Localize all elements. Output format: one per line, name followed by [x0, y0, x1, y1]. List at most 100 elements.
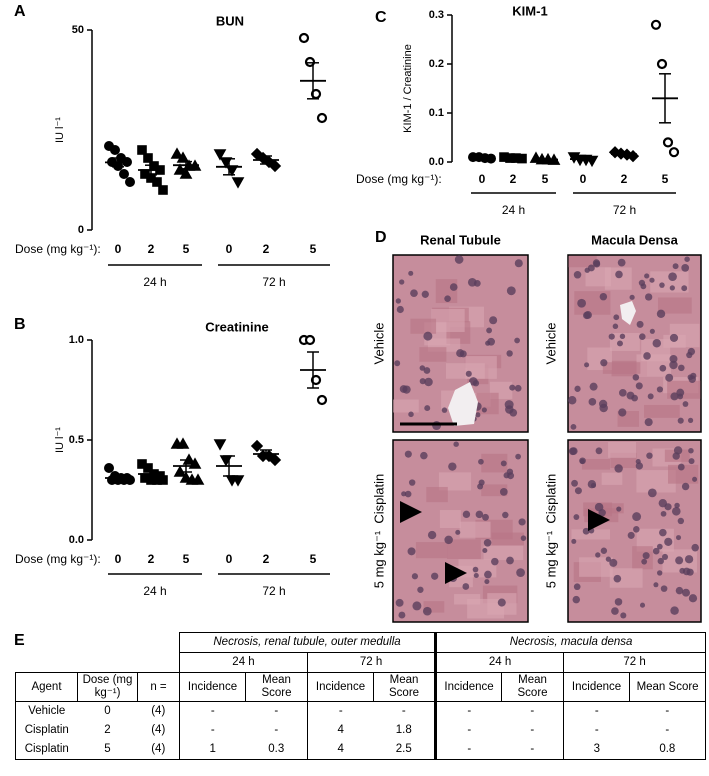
sem-bar: [223, 455, 235, 477]
table-row: 24 h 72 h 24 h 72 h: [16, 652, 707, 673]
nucleus: [639, 602, 646, 608]
sem-bar: [180, 459, 192, 473]
group-label: 24 h: [143, 584, 166, 598]
tissue: [608, 441, 637, 458]
nucleus: [672, 263, 679, 270]
nucleus: [582, 527, 590, 535]
nucleus: [394, 360, 401, 367]
nucleus: [639, 333, 646, 340]
tissue: [438, 472, 472, 491]
nucleus: [632, 374, 640, 381]
table-cell: 72 h: [563, 652, 707, 673]
tissue: [446, 363, 485, 379]
nucleus: [475, 412, 481, 418]
table-cell: -: [307, 701, 374, 721]
nucleus: [636, 320, 644, 328]
dot: [298, 32, 310, 44]
nucleus: [410, 289, 418, 298]
table-cell: Incidence: [307, 672, 374, 702]
table-cell: Mean Score: [629, 672, 707, 702]
x-tick-label: 2: [148, 242, 155, 256]
sem-bar: [539, 158, 551, 161]
nucleus: [462, 583, 470, 590]
x-tick-label: 2: [263, 552, 270, 566]
row-label: 5 mg kg⁻¹ Cisplatin: [543, 474, 558, 589]
nucleus: [469, 377, 478, 386]
tissue: [669, 323, 700, 348]
nucleus: [605, 556, 612, 562]
nucleus: [688, 458, 695, 465]
nucleus: [635, 382, 643, 390]
tissue: [426, 486, 448, 503]
nucleus: [462, 510, 471, 519]
y-axis-label: IU l⁻¹: [54, 427, 66, 453]
table-cell: 1.8: [395, 724, 412, 736]
nucleus: [629, 294, 635, 300]
nucleus: [614, 598, 623, 606]
table-cell: -: [179, 721, 246, 740]
x-tick-label: 0: [115, 552, 122, 566]
nucleus: [692, 476, 698, 482]
y-tick-label: 0.2: [429, 58, 444, 70]
nucleus: [665, 373, 674, 382]
nucleus: [687, 417, 694, 423]
dot: [231, 177, 245, 189]
nucleus: [486, 327, 492, 334]
nucleus: [399, 279, 405, 285]
nucleus: [681, 285, 688, 292]
nucleus: [455, 529, 461, 535]
nucleus: [626, 391, 635, 400]
dot: [250, 439, 264, 453]
nucleus: [441, 407, 448, 413]
sem-bar: [260, 449, 272, 459]
sem-bar: [112, 475, 124, 481]
tissue: [571, 529, 611, 540]
x-axis-label: Dose (mg kg⁻¹):: [15, 242, 101, 256]
nucleus: [599, 403, 608, 413]
nucleus: [448, 462, 457, 471]
y-tick-label: 0.0: [429, 156, 444, 168]
dot: [158, 475, 168, 485]
table-cell: (4): [151, 705, 166, 717]
group-label: 72 h: [613, 203, 636, 217]
table-cell: 24 h: [179, 652, 308, 673]
nucleus: [423, 367, 431, 374]
dot: [110, 145, 121, 156]
tissue: [476, 392, 499, 415]
x-tick-label: 0: [226, 552, 233, 566]
nucleus: [669, 333, 679, 343]
nucleus: [516, 568, 525, 578]
nucleus: [619, 333, 626, 340]
table-cell: 1: [179, 740, 246, 760]
nucleus: [635, 462, 644, 470]
table-cell: Vehicle: [15, 701, 78, 721]
table-cell: (4): [137, 740, 180, 760]
nucleus: [609, 558, 618, 567]
table-cell: 4: [307, 721, 374, 740]
nucleus: [454, 255, 464, 264]
table-cell: (4): [151, 724, 166, 736]
nucleus: [656, 309, 666, 319]
nucleus: [431, 572, 439, 580]
group-label: 24 h: [502, 203, 525, 217]
nucleus: [427, 530, 437, 540]
dot: [304, 334, 316, 346]
table-cell: -: [563, 701, 630, 721]
tissue: [636, 470, 676, 493]
nucleus: [652, 547, 660, 555]
nucleus: [659, 282, 665, 288]
dot: [143, 153, 153, 163]
nucleus: [515, 453, 521, 460]
nucleus: [616, 340, 623, 347]
nucleus: [660, 510, 667, 517]
nucleus: [659, 528, 667, 537]
nucleus: [677, 417, 684, 424]
nucleus: [404, 450, 412, 458]
nucleus: [419, 365, 426, 371]
nucleus: [422, 606, 432, 616]
nucleus: [573, 514, 580, 520]
nucleus: [600, 547, 608, 554]
nucleus: [611, 607, 619, 615]
tissue: [609, 333, 640, 351]
sem-bar: [577, 157, 589, 161]
